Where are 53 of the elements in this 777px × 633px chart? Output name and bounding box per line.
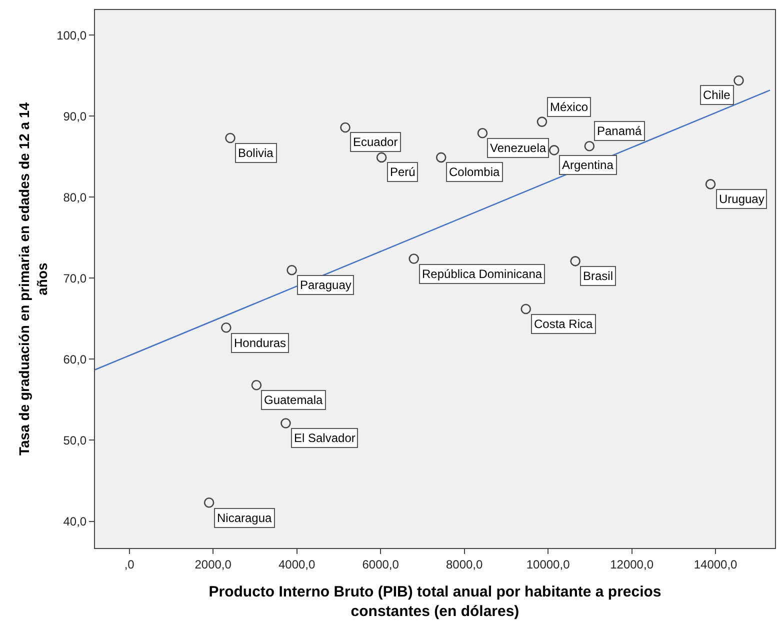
point — [548, 145, 560, 156]
y-tick-label: 40,0 — [63, 514, 87, 528]
annotation: Bolivia — [238, 146, 274, 160]
point — [376, 152, 387, 163]
point — [286, 264, 297, 276]
annotation: Guatemala — [264, 393, 324, 407]
point — [520, 304, 532, 314]
x-tick-label: ,0 — [124, 557, 135, 572]
point — [705, 179, 716, 190]
annotation: México — [550, 100, 588, 114]
point — [225, 132, 236, 144]
x-tick-label: 10000,0 — [526, 557, 570, 572]
x-tick-label: 12000,0 — [610, 557, 654, 572]
point — [570, 256, 580, 266]
y-tick-label: 60,0 — [63, 352, 87, 366]
annotation: Venezuela — [490, 141, 546, 155]
annotation: Uruguay — [719, 192, 764, 206]
point — [536, 116, 548, 127]
x-axis-title: Producto Interno Bruto (PIB) total anual por habitante a precios constantes (en dólares) — [208, 583, 662, 620]
y-tick-label: 50,0 — [63, 433, 87, 448]
annotation: Nicaragua — [217, 511, 272, 525]
y-tick-label: 70,0 — [63, 271, 87, 286]
y-axis-title: Tasa de graduación en primaria en edades de 12 a 14 años — [16, 102, 50, 456]
y-tick-label: 100,0 — [56, 28, 87, 42]
point — [280, 418, 291, 428]
point — [436, 152, 446, 163]
annotation: Chile — [703, 88, 731, 102]
annotation: Costa Rica — [534, 317, 594, 331]
y-tick-label: 90,0 — [63, 109, 87, 124]
x-tick-label: 4000,0 — [278, 557, 316, 572]
annotation: El Salvador — [294, 431, 356, 445]
point — [204, 497, 214, 508]
annotation: Brasil — [583, 269, 614, 283]
point — [221, 322, 232, 333]
y-tick-label: 80,0 — [63, 190, 87, 204]
point — [340, 122, 350, 133]
annotation: Honduras — [234, 336, 286, 350]
point — [477, 128, 488, 138]
annotation: Paraguay — [300, 278, 352, 292]
annotation: Argentina — [562, 158, 614, 172]
annotation: Ecuador — [353, 135, 398, 149]
annotation: Panamá — [597, 124, 642, 138]
point — [734, 75, 744, 86]
x-tick-label: 14000,0 — [694, 557, 738, 572]
x-tick-label: 6000,0 — [362, 557, 400, 572]
x-tick-label: 2000,0 — [194, 557, 232, 572]
annotation: Colombia — [449, 165, 500, 179]
x-tick-label: 8000,0 — [446, 557, 483, 572]
point — [408, 254, 419, 264]
annotation: República Dominicana — [422, 267, 542, 281]
point — [251, 380, 262, 390]
annotation: Perú — [390, 165, 416, 179]
point — [584, 140, 595, 152]
